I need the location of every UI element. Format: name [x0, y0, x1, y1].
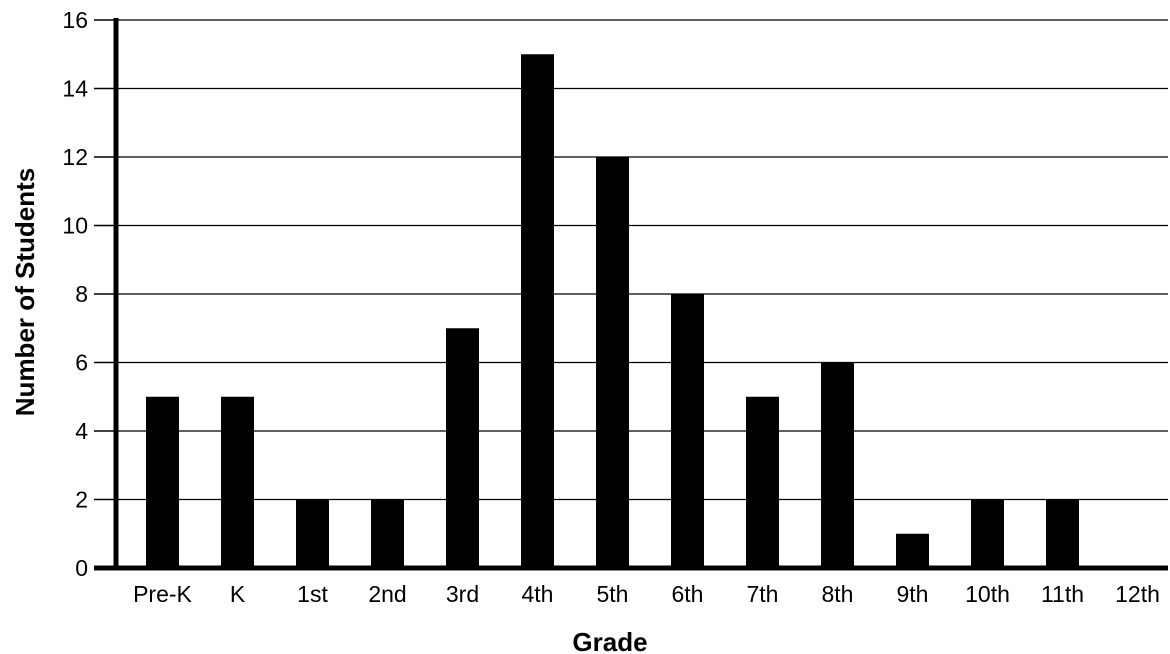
bar-1st [296, 499, 329, 568]
bar-8th [821, 362, 854, 568]
y-axis-title: Number of Students [10, 168, 40, 416]
x-tick-label-8th: 8th [822, 581, 854, 607]
x-tick-label-12th: 12th [1115, 581, 1160, 607]
y-tick-labels: 0 2 4 6 8 10 12 14 16 [62, 7, 88, 581]
x-tick-label-4th: 4th [522, 581, 554, 607]
y-tick-label-14: 14 [62, 76, 88, 102]
x-tick-label-11th: 11th [1041, 581, 1084, 607]
x-tick-labels: Pre-K K 1st 2nd 3rd 4th 5th 6th 7th 8th 9th 10th 11t… [133, 581, 1160, 607]
x-tick-label-6th: 6th [672, 581, 704, 607]
bar-2nd [371, 499, 404, 568]
bars [146, 54, 1079, 568]
axes [94, 18, 1168, 571]
y-tick-label-0: 0 [75, 555, 88, 581]
x-tick-label-3rd: 3rd [446, 581, 479, 607]
bar-11th [1046, 499, 1079, 568]
x-tick-label-9th: 9th [897, 581, 929, 607]
y-tick-label-12: 12 [62, 144, 88, 170]
bar-4th [521, 54, 554, 568]
y-tick-label-10: 10 [62, 213, 88, 239]
bar-pre-k [146, 396, 179, 568]
x-tick-label-pre-k: Pre-K [133, 581, 192, 607]
x-tick-label-k: K [230, 581, 246, 607]
y-tick-label-8: 8 [75, 281, 88, 307]
x-tick-label-5th: 5th [597, 581, 629, 607]
bar-7th [746, 396, 779, 568]
bar-6th [671, 294, 704, 568]
x-tick-label-10th: 10th [965, 581, 1010, 607]
y-tick-label-16: 16 [62, 7, 88, 33]
x-tick-label-2nd: 2nd [368, 581, 406, 607]
bar-k [221, 396, 254, 568]
x-tick-label-7th: 7th [747, 581, 779, 607]
x-tick-label-1st: 1st [297, 581, 328, 607]
bar-5th [596, 157, 629, 568]
x-axis-title: Grade [572, 627, 647, 654]
y-tick-label-6: 6 [75, 350, 88, 376]
bar-3rd [446, 328, 479, 568]
y-tick-label-2: 2 [75, 487, 88, 513]
y-tick-label-4: 4 [75, 418, 88, 444]
gridlines [116, 19, 1168, 501]
bar-9th [896, 533, 929, 568]
bar-10th [971, 499, 1004, 568]
